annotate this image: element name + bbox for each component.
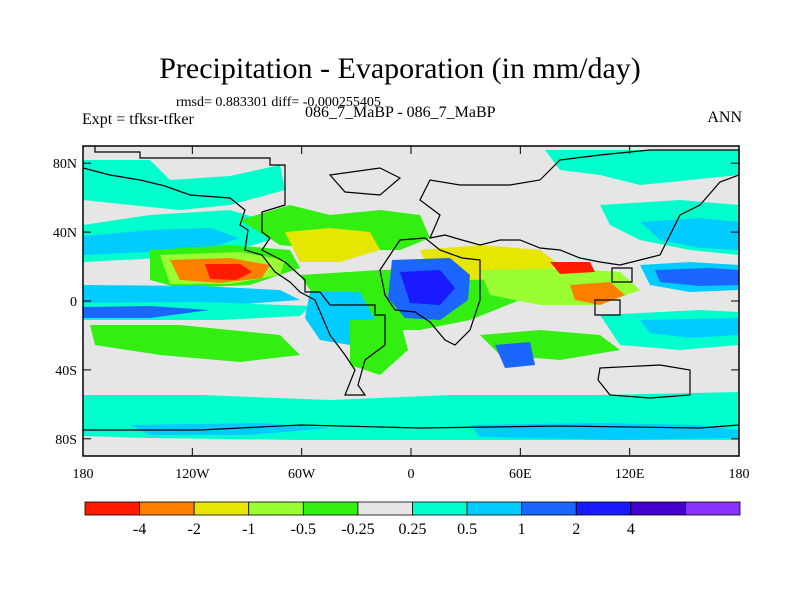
colorbar-swatch [412, 501, 468, 516]
contour-region [83, 306, 210, 318]
x-tick-label: 60E [509, 467, 532, 482]
axis-ticks: 180 120W 60W 0 60E 120E 180 80N 40N 0 40S 80S [53, 146, 750, 482]
contour-region [400, 270, 455, 305]
x-tick-label: 180 [73, 467, 94, 482]
contour-region [550, 262, 595, 274]
y-tick-label: 80S [55, 433, 77, 448]
y-tick-label: 0 [70, 295, 77, 310]
contour-region [470, 423, 739, 440]
coastlines [82, 146, 740, 431]
experiment-label: Expt = tfksr-tfker [82, 111, 194, 128]
colorbar-label: -0.5 [291, 521, 316, 538]
contour-region [570, 282, 625, 305]
colorbar-label: 0.25 [399, 521, 427, 538]
colorbar-label: 2 [572, 521, 580, 538]
contour-region [83, 160, 285, 210]
colorbar-swatch [630, 501, 686, 516]
contour-region [285, 228, 380, 262]
colorbar-label: -4 [133, 521, 146, 538]
contour-region [495, 342, 535, 368]
contour-region [205, 264, 252, 280]
colorbar-label: 1 [518, 521, 526, 538]
contour-region [83, 285, 300, 305]
colorbar: -4 -2 -1 -0.5 -0.25 0.25 0.5 1 2 4 [84, 501, 741, 538]
contour-region [655, 268, 739, 286]
contour-region [545, 150, 739, 185]
colorbar-swatch [466, 501, 523, 516]
colorbar-swatch [302, 501, 359, 516]
cases-label: 086_7_MaBP - 086_7_MaBP [305, 104, 496, 121]
colorbar-label: 0.5 [457, 521, 477, 538]
stats-text: rmsd= 0.883301 diff= -0.000255405 [176, 95, 381, 110]
colorbar-swatch [139, 501, 195, 516]
chart-title: Precipitation - Evaporation (in mm/day) [159, 52, 641, 85]
x-tick-label: 60W [288, 467, 316, 482]
contour-region [640, 318, 739, 338]
colorbar-label: -1 [242, 521, 255, 538]
colorbar-swatch [521, 501, 577, 516]
colorbar-swatch [84, 501, 140, 516]
x-tick-label: 120E [615, 467, 645, 482]
x-tick-label: 120W [175, 467, 210, 482]
contour-region [90, 325, 300, 362]
colorbar-swatch [193, 501, 250, 516]
contour-region [240, 205, 430, 250]
colorbar-label: -0.25 [341, 521, 374, 538]
y-tick-label: 40S [55, 364, 77, 379]
colorbar-label: 4 [627, 521, 635, 538]
x-tick-label: 180 [729, 467, 750, 482]
y-tick-label: 40N [53, 226, 77, 241]
colorbar-swatch [248, 501, 304, 516]
x-tick-label: 0 [408, 467, 415, 482]
colorbar-swatch [357, 501, 413, 516]
contour-region [640, 218, 739, 250]
season-label: ANN [707, 109, 742, 126]
colorbar-swatch [685, 501, 741, 516]
colorbar-label: -2 [188, 521, 201, 538]
y-tick-label: 80N [53, 157, 77, 172]
contour-field [83, 146, 739, 456]
colorbar-swatch [575, 501, 632, 516]
